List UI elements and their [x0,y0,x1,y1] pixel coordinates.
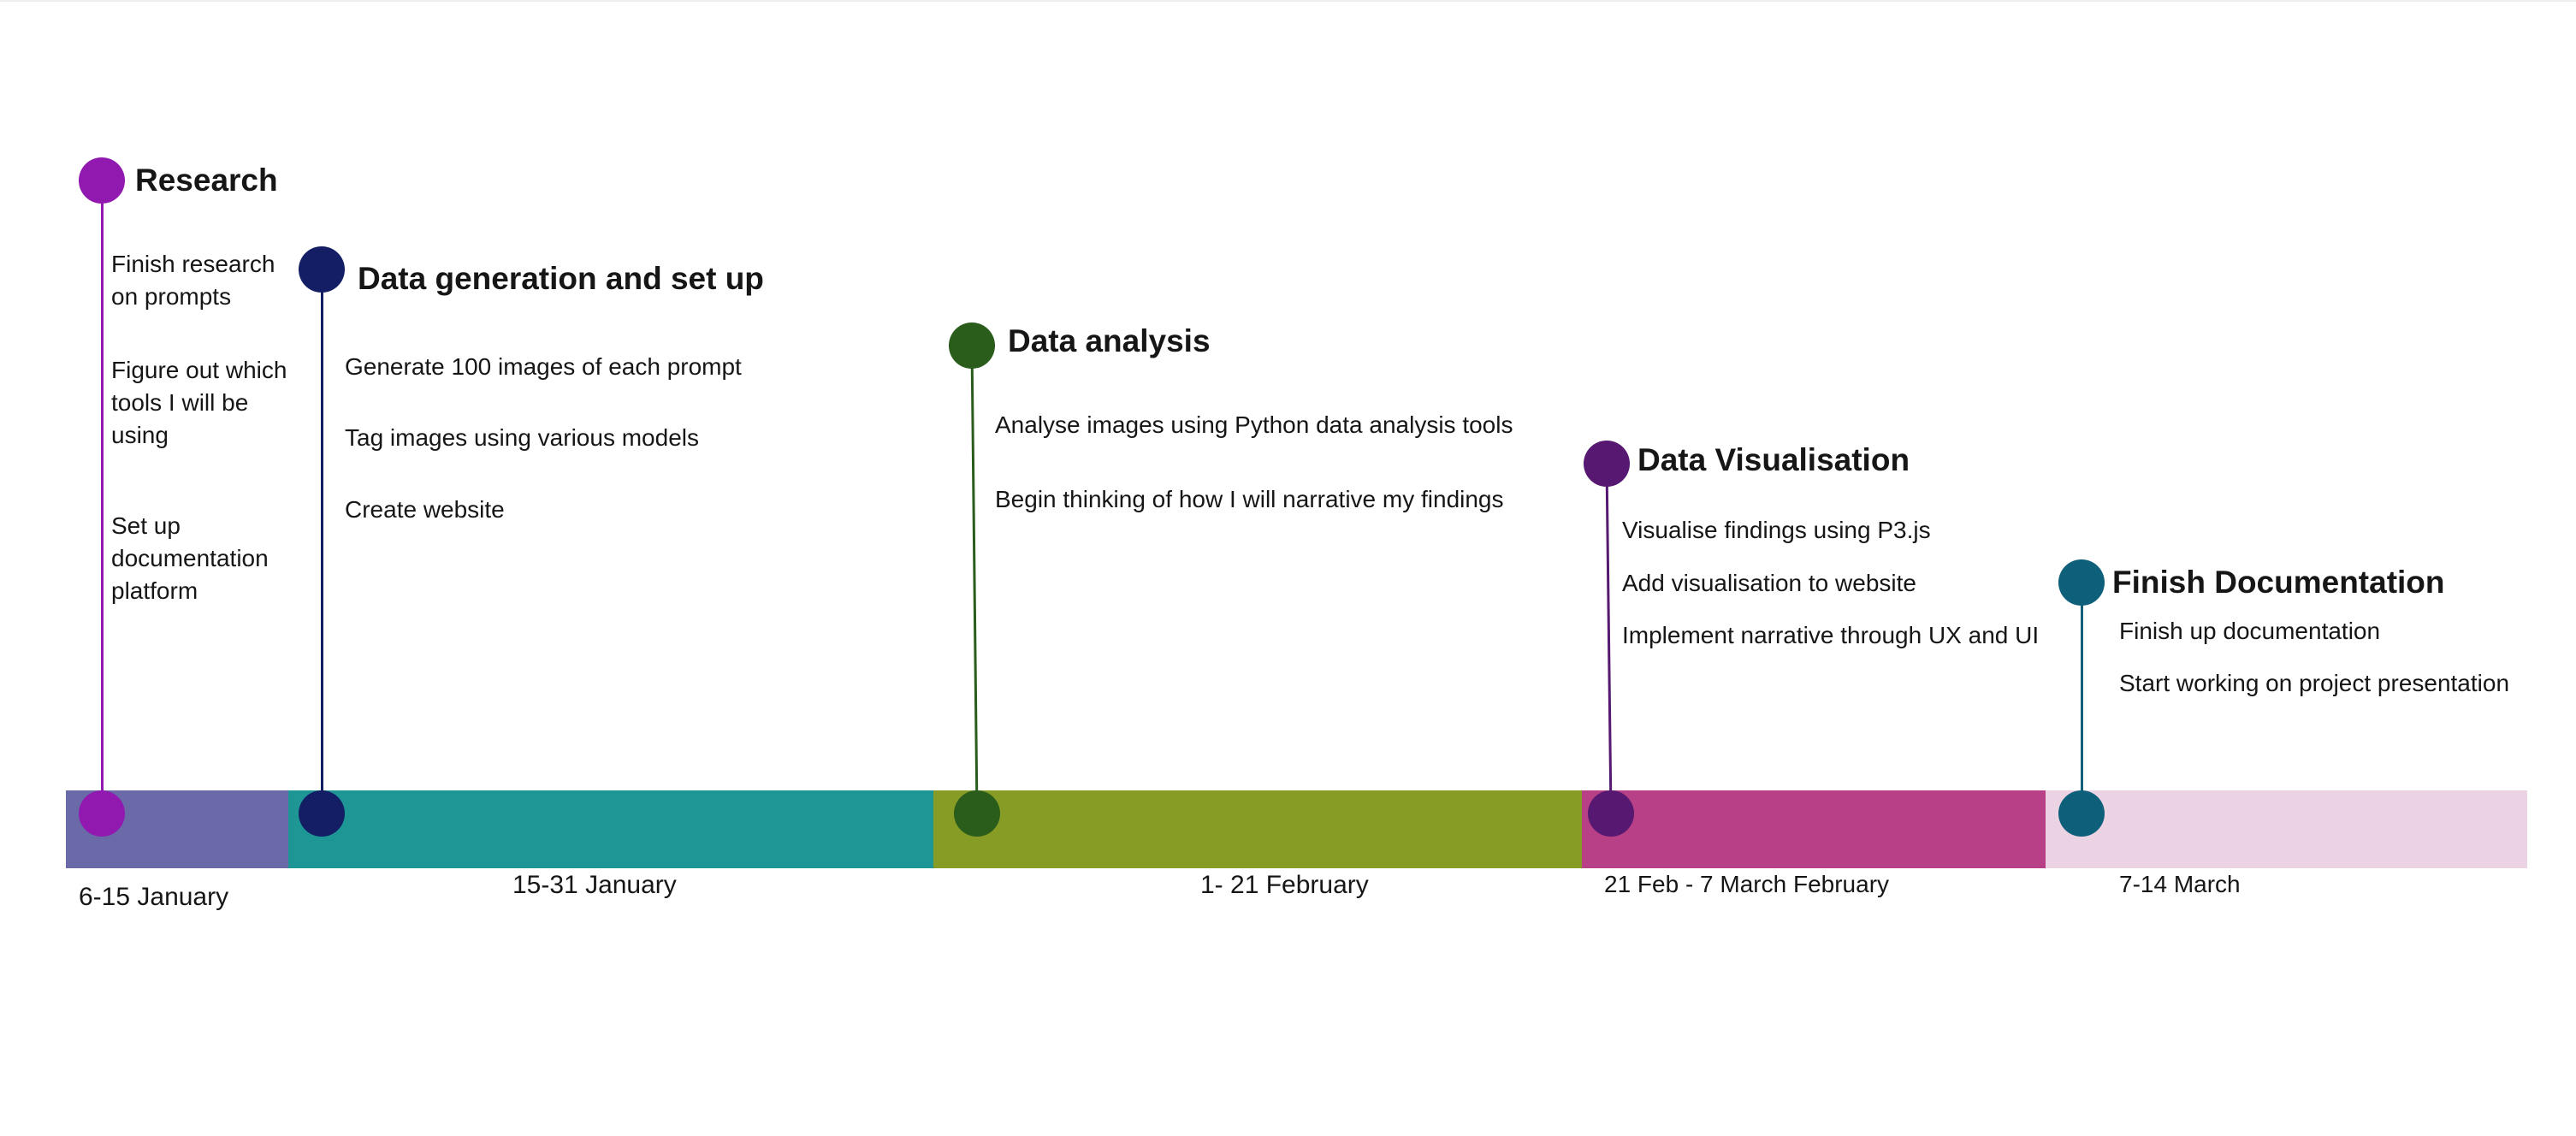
timeline-segment-finish-documentation [2046,790,2527,868]
top-divider [0,0,2576,2]
research-task-3: Set up documentation platform [111,512,269,604]
data-visualisation-bar-dot [1588,790,1634,837]
research-task-2: Figure out which tools I will be using [111,357,287,448]
research-bar-dot [79,790,125,837]
phase-title-finish-documentation: Finish Documentation [2112,565,2445,600]
research-task-1: Finish research on prompts [111,251,275,310]
data-visualisation-task-1: Visualise findings using P3.js [1622,517,1931,543]
date-label-data-generation: 15-31 January [512,871,677,899]
timeline-segment-data-analysis [933,790,1582,868]
phase-connector-finish-documentation [2081,582,2083,813]
date-label-finish-documentation: 7-14 March [2119,871,2241,897]
phase-connector-data-generation [321,270,323,813]
phase-connector-data-analysis [970,345,979,814]
data-generation-task-3: Create website [345,496,505,523]
phase-connector-data-visualisation [1605,463,1613,814]
phase-title-data-visualisation: Data Visualisation [1637,442,1910,477]
data-generation-bar-dot [299,790,345,837]
finish-documentation-task-2: Start working on project presentation [2119,670,2510,696]
data-analysis-task-2: Begin thinking of how I will narrative m… [995,486,1504,512]
research-milestone-dot [79,157,125,204]
phase-title-research: Research [135,163,278,198]
data-generation-task-2: Tag images using various models [345,424,699,451]
data-visualisation-task-2: Add visualisation to website [1622,570,1916,596]
data-visualisation-milestone-dot [1584,441,1630,487]
phase-title-data-analysis: Data analysis [1008,323,1211,358]
timeline-segment-data-visualisation [1582,790,2046,868]
phase-connector-research [101,181,104,813]
data-visualisation-task-3: Implement narrative through UX and UI [1622,622,2040,648]
timeline-segment-data-generation [288,790,933,868]
data-analysis-task-1: Analyse images using Python data analysi… [995,411,1513,438]
data-generation-task-1: Generate 100 images of each prompt [345,353,742,380]
finish-documentation-bar-dot [2058,790,2105,837]
finish-documentation-milestone-dot [2058,559,2105,606]
phase-title-data-generation: Data generation and set up [358,261,764,296]
date-label-data-analysis: 1- 21 February [1200,871,1369,899]
date-label-research: 6-15 January [79,883,229,911]
data-analysis-milestone-dot [949,322,995,369]
data-analysis-bar-dot [954,790,1000,837]
date-label-data-visualisation: 21 Feb - 7 March February [1604,871,1890,897]
data-generation-milestone-dot [299,246,345,293]
finish-documentation-task-1: Finish up documentation [2119,618,2381,644]
